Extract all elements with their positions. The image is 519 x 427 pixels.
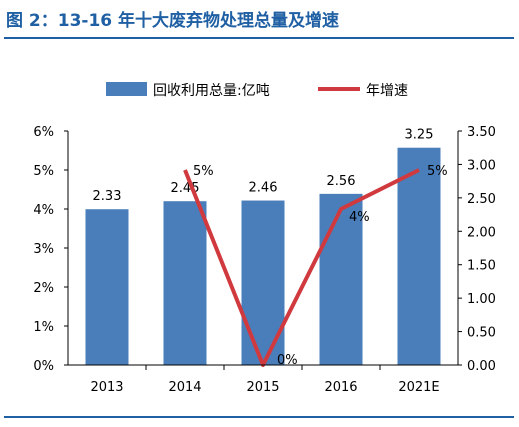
right-tick-label: 2.00 <box>467 225 496 240</box>
line-series <box>183 168 420 367</box>
figure-title: 图 2：13-16 年十大废弃物处理总量及增速 <box>6 11 340 31</box>
bar-label-2013: 2.33 <box>93 189 122 204</box>
line-label-2016: 4% <box>349 210 370 225</box>
line-label-2021E: 5% <box>427 164 448 179</box>
left-tick-label: 1% <box>33 320 54 335</box>
bar-2016 <box>319 193 363 365</box>
line-label-2014: 5% <box>193 164 214 179</box>
legend: 回收利用总量:亿吨 年增速 <box>106 82 408 99</box>
left-tick-label: 2% <box>33 281 54 296</box>
left-tick-label: 6% <box>33 125 54 140</box>
x-tick-label: 2014 <box>168 380 201 395</box>
growth-line <box>183 168 420 367</box>
axes: 0% 1% 2% 3% 4% 5% 6% 0.00 0.50 1.00 1.50 2.00 2.50 3.… <box>33 125 496 395</box>
right-tick-label: 1.00 <box>467 292 496 307</box>
bar-2021E <box>397 147 441 365</box>
bar-2015 <box>241 200 285 365</box>
bottom-rule <box>4 416 514 418</box>
x-tick-label: 2016 <box>324 380 357 395</box>
legend-bar-swatch <box>106 82 147 96</box>
legend-bar-label: 回收利用总量:亿吨 <box>153 83 270 99</box>
title-rule <box>4 37 514 39</box>
line-data-labels: 5% 0% 4% 5% <box>193 164 448 368</box>
bar-label-2021E: 3.25 <box>405 128 434 143</box>
x-tick-label: 2015 <box>246 380 279 395</box>
left-tick-label: 5% <box>33 164 54 179</box>
bar-data-labels: 2.332.45 2.46 2.563.25 <box>93 128 434 205</box>
x-tick-label: 2013 <box>90 380 123 395</box>
bar-2014 <box>163 201 207 365</box>
bar-label-2015: 2.46 <box>249 181 278 196</box>
right-tick-label: 1.50 <box>467 259 496 274</box>
bar-2013 <box>85 209 129 365</box>
bar-series <box>85 147 441 365</box>
right-tick-label: 0.00 <box>467 359 496 374</box>
legend-line-label: 年增速 <box>366 83 408 99</box>
line-label-2015: 0% <box>277 353 298 368</box>
right-tick-label: 2.50 <box>467 192 496 207</box>
bar-label-2016: 2.56 <box>327 174 356 189</box>
right-tick-label: 3.00 <box>467 158 496 173</box>
left-tick-label: 0% <box>33 359 54 374</box>
right-tick-label: 3.50 <box>467 125 496 140</box>
left-tick-label: 3% <box>33 242 54 257</box>
x-tick-label: 2021E <box>398 380 439 395</box>
right-tick-label: 0.50 <box>467 326 496 341</box>
left-tick-label: 4% <box>33 203 54 218</box>
